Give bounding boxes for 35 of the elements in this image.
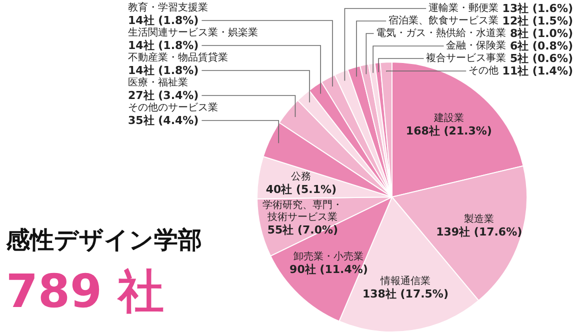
data-label: 55社 (7.0%): [267, 224, 338, 237]
data-label: 8社 (1.0%): [510, 27, 573, 40]
data-label: 139社 (17.6%): [436, 225, 522, 238]
data-label: 168社 (21.3%): [406, 124, 492, 138]
slice-label: 複合サービス事業: [426, 52, 506, 64]
slice-label: 宿泊業、飲食サービス業: [388, 14, 498, 26]
data-label: 5社 (0.6%): [510, 52, 573, 65]
data-label: 14社 (1.8%): [128, 39, 199, 52]
slice-label: 教育・学習支援業: [128, 2, 208, 14]
data-label: 13社 (1.6%): [502, 2, 573, 15]
data-label: 6社 (0.8%): [510, 40, 573, 52]
text: 感性デザイン学部: [5, 226, 202, 254]
data-label: 40社 (5.1%): [266, 183, 337, 196]
data-label: 27社 (3.4%): [128, 89, 199, 102]
slice-label: 不動産業・物品賃貸業: [128, 52, 228, 64]
slice-label: 製造業: [464, 212, 494, 225]
slice-label: その他のサービス業: [128, 102, 218, 114]
text: 789 社: [6, 264, 164, 318]
data-label: 138社 (17.5%): [362, 287, 448, 300]
slice-label: 電気・ガス・熱供給・水道業: [376, 27, 506, 39]
data-label: 14社 (1.8%): [128, 64, 199, 77]
data-label: 14社 (1.8%): [128, 14, 199, 27]
slice-label: 運輸業・郵便業: [428, 2, 498, 14]
slice-label: その他: [468, 64, 498, 76]
slice-label: 建設業: [432, 112, 464, 124]
slice-label: 医療・福祉業: [128, 76, 188, 88]
data-label: 35社 (4.4%): [128, 114, 199, 127]
data-label: 12社 (1.5%): [502, 14, 573, 28]
data-label: 11社 (1.4%): [502, 64, 573, 78]
slice-label: 学術研究、専門・技術サービス業: [262, 199, 343, 224]
slice-label: 公務: [291, 170, 312, 183]
slice-label: 金融・保険業: [446, 40, 506, 52]
slice-label: 情報通信業: [379, 274, 430, 287]
slice-label: 卸売業・小売業: [294, 250, 364, 263]
slice-label: 生活関連サービス業・娯楽業: [128, 26, 258, 38]
